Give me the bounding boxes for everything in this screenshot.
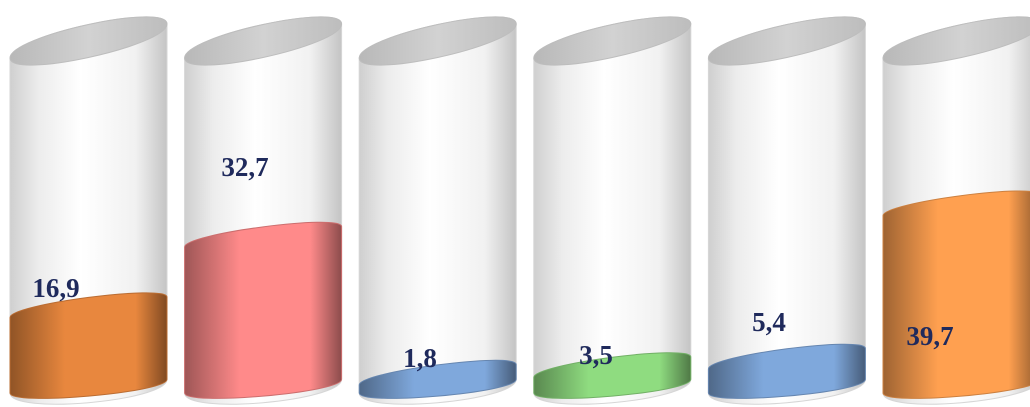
bar-fill-2 [184,221,343,399]
bar-fill-6 [882,190,1030,399]
value-label-1: 16,9 [32,273,79,303]
cylinder-5: 5,4 [707,16,866,405]
tube-body [358,16,517,405]
cylinder-4: 3,5 [533,16,692,405]
value-label-6: 39,7 [906,321,953,351]
cylinder-2: 32,7 [184,16,343,405]
tube-top-cap [533,16,692,66]
bar-fill-1 [9,292,168,399]
cylinder-6: 39,7 [882,16,1030,405]
value-label-5: 5,4 [752,307,786,337]
tube-top-cap [9,16,168,66]
value-label-2: 32,7 [221,152,268,182]
tube-top-cap [358,16,517,66]
tube-top-cap [882,16,1030,66]
bar-fill-4 [533,352,692,399]
cylinder-3: 1,8 [358,16,517,405]
value-label-3: 1,8 [403,343,437,373]
cylinder-1: 16,9 [9,16,168,405]
tube-top-cap [707,16,866,66]
bar-fill-3 [358,359,517,399]
bar-fill-5 [707,343,866,399]
tube-top-cap [184,16,343,66]
value-label-4: 3,5 [579,340,613,370]
